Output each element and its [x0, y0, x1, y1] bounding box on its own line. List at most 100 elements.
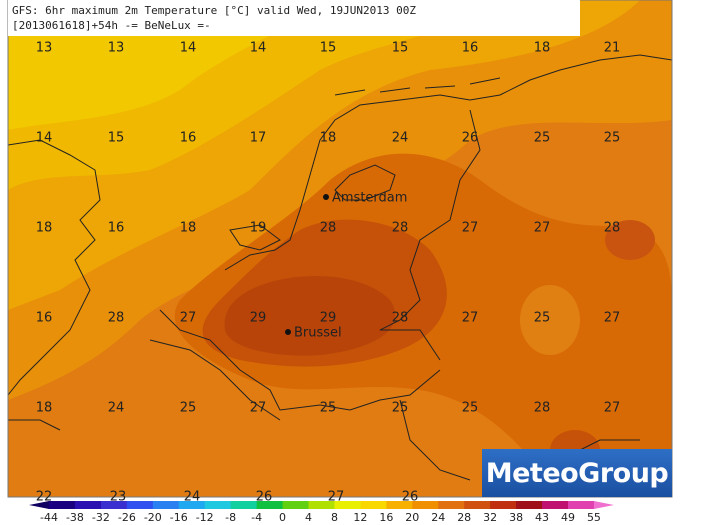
grid-value: 15 [320, 41, 337, 56]
temperature-field [8, 0, 672, 497]
legend-label: 49 [561, 511, 575, 524]
grid-value: 22 [36, 490, 53, 505]
legend-swatch [126, 501, 154, 509]
grid-value: 16 [180, 131, 197, 146]
legend-label: 24 [431, 511, 445, 524]
grid-value: 26 [462, 131, 479, 146]
legend-label: -12 [196, 511, 214, 524]
grid-value: 16 [108, 221, 125, 236]
header-line: GFS: 6hr maximum 2m Temperature [°C] val… [12, 4, 416, 17]
grid-value: 25 [320, 401, 337, 416]
legend-arrow [593, 501, 614, 509]
grid-value: 24 [392, 131, 409, 146]
grid-value: 29 [250, 311, 267, 326]
city-dot [285, 329, 291, 335]
legend-swatch [542, 501, 569, 509]
grid-value: 23 [110, 490, 127, 505]
legend-label: 55 [587, 511, 601, 524]
grid-value: 25 [534, 311, 551, 326]
legend-swatch [438, 501, 465, 509]
grid-value: 14 [36, 131, 53, 146]
header-line: [2013061618]+54h -= BeNeLux =- [12, 19, 211, 32]
grid-value: 27 [604, 401, 621, 416]
grid-value: 24 [108, 401, 125, 416]
grid-value: 18 [180, 221, 197, 236]
legend-label: 32 [483, 511, 497, 524]
legend-label: -32 [92, 511, 110, 524]
grid-value: 27 [534, 221, 551, 236]
grid-value: 28 [604, 221, 621, 236]
grid-value: 25 [462, 401, 479, 416]
legend-arrow [29, 501, 49, 509]
legend-label: 38 [509, 511, 523, 524]
grid-value: 27 [462, 221, 479, 236]
grid-value: 27 [180, 311, 197, 326]
logo: MeteoGroup [482, 449, 672, 497]
legend-label: 20 [405, 511, 419, 524]
grid-value: 17 [250, 131, 267, 146]
grid-value: 27 [250, 401, 267, 416]
legend-swatch [568, 501, 595, 509]
legend-swatch [74, 501, 102, 509]
legend-swatch [100, 501, 128, 509]
grid-value: 13 [108, 41, 125, 56]
legend-label: -4 [251, 511, 262, 524]
legend-swatch [334, 501, 361, 509]
legend-label: -16 [170, 511, 188, 524]
legend-swatch [282, 501, 309, 509]
legend: -44 -38 -32 -26 -20 -16 -12 -8 -4 0 4 8 12 16 20 24 28 32… [29, 501, 614, 524]
grid-value: 16 [462, 41, 479, 56]
legend-swatch [49, 501, 76, 509]
legend-label: -44 [40, 511, 58, 524]
grid-value: 16 [36, 311, 53, 326]
legend-label: 28 [457, 511, 471, 524]
legend-swatch [360, 501, 387, 509]
grid-value: 28 [392, 311, 409, 326]
legend-swatch [178, 501, 206, 509]
grid-value: 28 [392, 221, 409, 236]
legend-swatch [490, 501, 517, 509]
legend-swatch [464, 501, 491, 509]
legend-swatch [256, 501, 284, 509]
grid-value: 25 [534, 131, 551, 146]
grid-value: 18 [534, 41, 551, 56]
legend-swatch [412, 501, 439, 509]
legend-label: 8 [331, 511, 338, 524]
grid-value: 26 [256, 490, 273, 505]
legend-label: 12 [353, 511, 367, 524]
grid-value: 19 [250, 221, 267, 236]
grid-value: 18 [36, 401, 53, 416]
legend-swatch [152, 501, 180, 509]
legend-swatch [386, 501, 413, 509]
grid-value: 27 [462, 311, 479, 326]
city-label: Amsterdam [332, 191, 407, 206]
map-frame [7, 0, 673, 498]
grid-value: 28 [534, 401, 551, 416]
legend-label: 0 [279, 511, 286, 524]
grid-value: 25 [604, 131, 621, 146]
grid-value: 28 [320, 221, 337, 236]
grid-value: 26 [402, 490, 419, 505]
legend-swatch [204, 501, 232, 509]
legend-label: -20 [144, 511, 162, 524]
grid-value: 28 [108, 311, 125, 326]
grid-value: 25 [392, 401, 409, 416]
city-dot [323, 194, 329, 200]
legend-label: -26 [118, 511, 136, 524]
grid-value: 24 [184, 490, 201, 505]
grid-value: 14 [250, 41, 267, 56]
legend-label: 16 [379, 511, 393, 524]
grid-value: 18 [36, 221, 53, 236]
legend-swatch [308, 501, 335, 509]
header: GFS: 6hr maximum 2m Temperature [°C] val… [8, 0, 580, 36]
grid-value: 14 [180, 41, 197, 56]
grid-value: 15 [108, 131, 125, 146]
legend-swatch [230, 501, 258, 509]
grid-value: 18 [320, 131, 337, 146]
legend-label: 4 [305, 511, 312, 524]
city-label: Brussel [294, 326, 342, 341]
grid-values: 13 13 14 14 15 15 16 18 21 14 15 16 17 18 24 26 25 25 18 16… [36, 41, 621, 505]
grid-value: 15 [392, 41, 409, 56]
grid-value: 21 [604, 41, 621, 56]
